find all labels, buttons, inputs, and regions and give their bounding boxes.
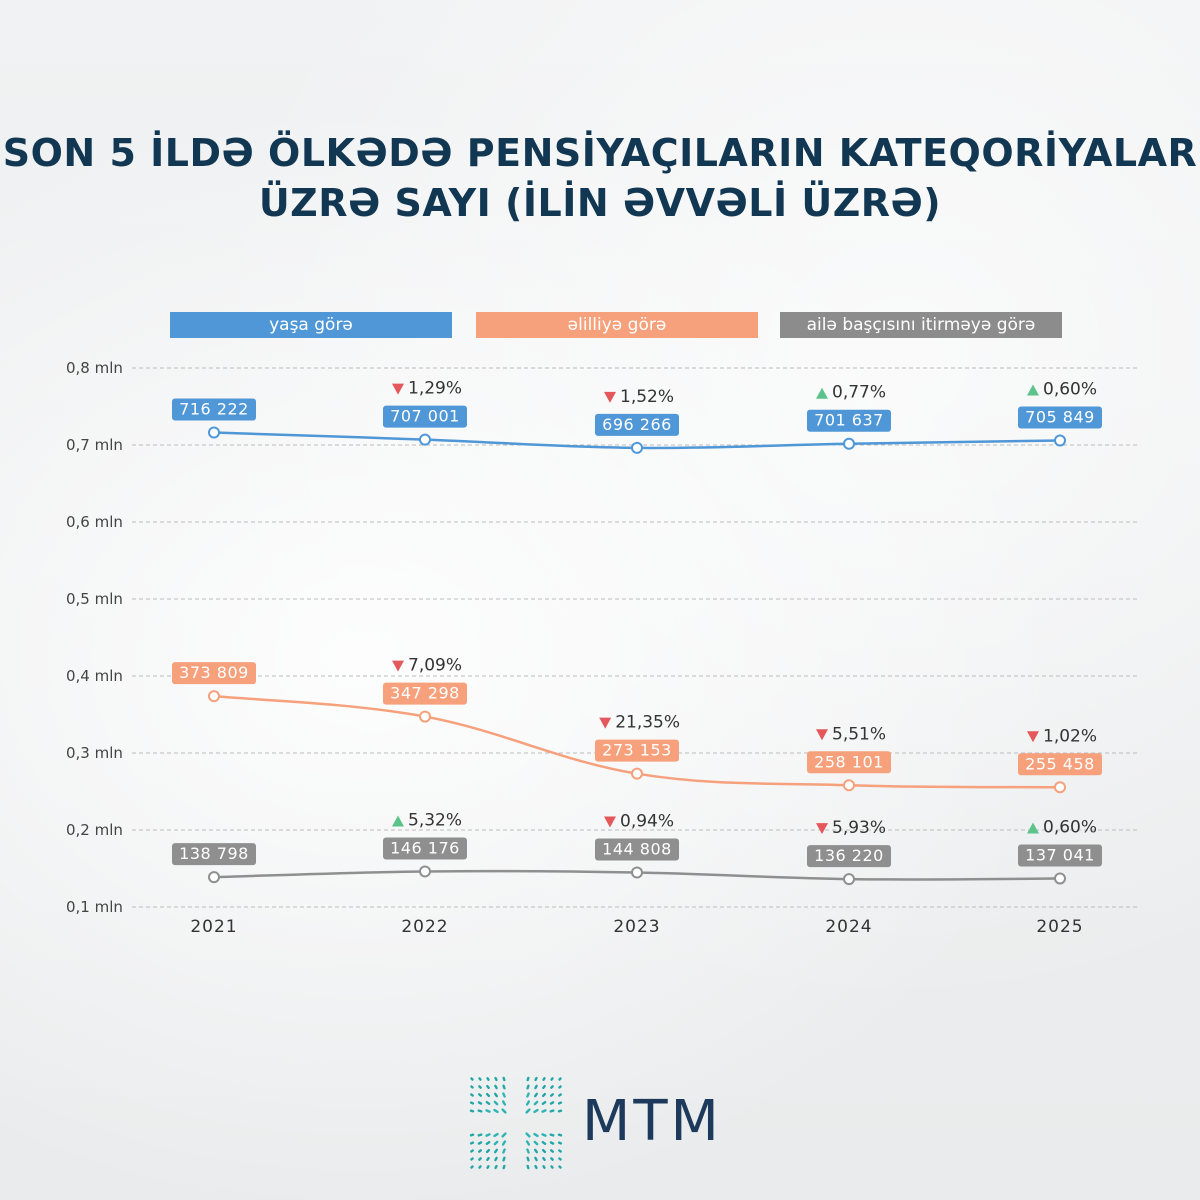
value-label-box bbox=[595, 838, 679, 861]
data-point bbox=[843, 437, 855, 450]
value-label-box bbox=[383, 682, 467, 705]
value-label-box bbox=[1018, 406, 1102, 429]
legend-item-yasa-gore: yaşa görə bbox=[170, 312, 452, 338]
change-percent-label: 21,35% bbox=[615, 713, 680, 733]
value-label: 373 809 bbox=[179, 663, 249, 682]
title-line-2: ÜZRƏ SAYI (İLİN ƏVVƏLİ ÜZRƏ) bbox=[258, 181, 942, 225]
value-label: 146 176 bbox=[390, 838, 460, 857]
page-title: SON 5 İLDƏ ÖLKƏDƏ PENSİYAÇILARIN KATEQOR… bbox=[0, 128, 1200, 228]
data-point bbox=[208, 871, 220, 884]
value-label: 705 849 bbox=[1025, 407, 1095, 426]
x-tick-label: 2022 bbox=[401, 917, 448, 937]
value-label: 707 001 bbox=[390, 407, 460, 426]
value-label-box bbox=[807, 751, 891, 774]
value-label-box bbox=[383, 405, 467, 428]
data-point bbox=[208, 690, 220, 703]
logo-text: MTM bbox=[582, 1089, 722, 1154]
value-label: 136 220 bbox=[814, 846, 884, 865]
y-tick-label: 0,1 mln bbox=[66, 898, 123, 916]
data-point bbox=[1054, 872, 1066, 885]
value-label: 137 041 bbox=[1025, 845, 1095, 864]
value-label: 258 101 bbox=[814, 752, 884, 771]
data-point bbox=[631, 441, 643, 454]
change-percent-label: 0,94% bbox=[620, 811, 674, 831]
change-percent-label: 0,60% bbox=[1043, 817, 1097, 837]
value-label-box bbox=[172, 398, 256, 421]
value-label-box bbox=[807, 845, 891, 868]
down-arrow-icon bbox=[1027, 731, 1039, 743]
data-point bbox=[208, 426, 220, 439]
value-label-box bbox=[595, 413, 679, 436]
line-chart: 0,8 mln 0,7 mln 0,6 mln 0,5 mln 0,4 mln 0,3 m… bbox=[66, 359, 1140, 937]
y-tick-label: 0,5 mln bbox=[66, 590, 123, 608]
y-tick-label: 0,4 mln bbox=[66, 667, 123, 685]
legend-item-aile-bascisini: ailə başçısını itirməyə görə bbox=[780, 312, 1062, 338]
y-tick-label: 0,2 mln bbox=[66, 821, 123, 839]
data-point bbox=[631, 767, 643, 780]
data-point bbox=[419, 710, 431, 723]
value-label-box bbox=[172, 843, 256, 866]
value-label: 696 266 bbox=[602, 415, 672, 434]
down-arrow-icon bbox=[604, 391, 616, 403]
value-label-box bbox=[807, 409, 891, 432]
down-arrow-icon bbox=[392, 660, 404, 672]
x-tick-label: 2023 bbox=[613, 917, 660, 937]
change-percent-label: 0,77% bbox=[832, 383, 886, 403]
data-point bbox=[843, 873, 855, 886]
value-label-box bbox=[1018, 844, 1102, 867]
data-point bbox=[419, 433, 431, 446]
value-label: 138 798 bbox=[179, 844, 249, 863]
down-arrow-icon bbox=[599, 717, 612, 729]
change-percent-label: 5,51% bbox=[832, 724, 886, 744]
value-label-box bbox=[383, 837, 467, 860]
up-arrow-icon bbox=[392, 815, 404, 827]
value-label: 701 637 bbox=[814, 411, 884, 430]
title-line-1: SON 5 İLDƏ ÖLKƏDƏ PENSİYAÇILARIN KATEQOR… bbox=[2, 131, 1198, 175]
mtm-logo-icon bbox=[469, 1076, 563, 1170]
change-percent-label: 7,09% bbox=[408, 656, 462, 676]
change-percent-label: 1,29% bbox=[408, 379, 462, 399]
change-percent-label: 5,93% bbox=[832, 818, 886, 838]
value-label: 347 298 bbox=[390, 684, 460, 703]
change-percent-label: 1,52% bbox=[620, 387, 674, 407]
data-point bbox=[631, 866, 643, 879]
down-arrow-icon bbox=[604, 816, 616, 828]
y-tick-label: 0,7 mln bbox=[66, 436, 123, 454]
x-tick-label: 2025 bbox=[1036, 917, 1083, 937]
change-percent-label: 5,32% bbox=[408, 810, 462, 830]
up-arrow-icon bbox=[1027, 822, 1039, 834]
down-arrow-icon bbox=[392, 383, 404, 395]
y-tick-label: 0,8 mln bbox=[66, 359, 123, 377]
data-point bbox=[1054, 434, 1066, 447]
value-label: 255 458 bbox=[1025, 754, 1095, 773]
x-tick-label: 2021 bbox=[190, 917, 237, 937]
change-percent-label: 1,02% bbox=[1043, 726, 1097, 746]
up-arrow-icon bbox=[1027, 384, 1039, 396]
data-point bbox=[419, 865, 431, 878]
y-tick-label: 0,3 mln bbox=[66, 744, 123, 762]
data-point bbox=[843, 779, 855, 792]
value-label: 273 153 bbox=[602, 741, 672, 760]
value-label-box bbox=[172, 662, 256, 685]
value-label-box bbox=[595, 739, 679, 762]
down-arrow-icon bbox=[816, 729, 828, 741]
value-label-box bbox=[1018, 753, 1102, 776]
change-percent-label: 0,60% bbox=[1043, 379, 1097, 399]
value-label: 144 808 bbox=[602, 839, 672, 858]
value-label: 716 222 bbox=[179, 400, 249, 419]
data-point bbox=[1054, 781, 1066, 794]
y-tick-label: 0,6 mln bbox=[66, 513, 123, 531]
up-arrow-icon bbox=[816, 387, 828, 399]
x-tick-label: 2024 bbox=[825, 917, 872, 937]
down-arrow-icon bbox=[816, 823, 828, 835]
legend-item-elliliye-gore: əlilliyə görə bbox=[476, 312, 758, 338]
